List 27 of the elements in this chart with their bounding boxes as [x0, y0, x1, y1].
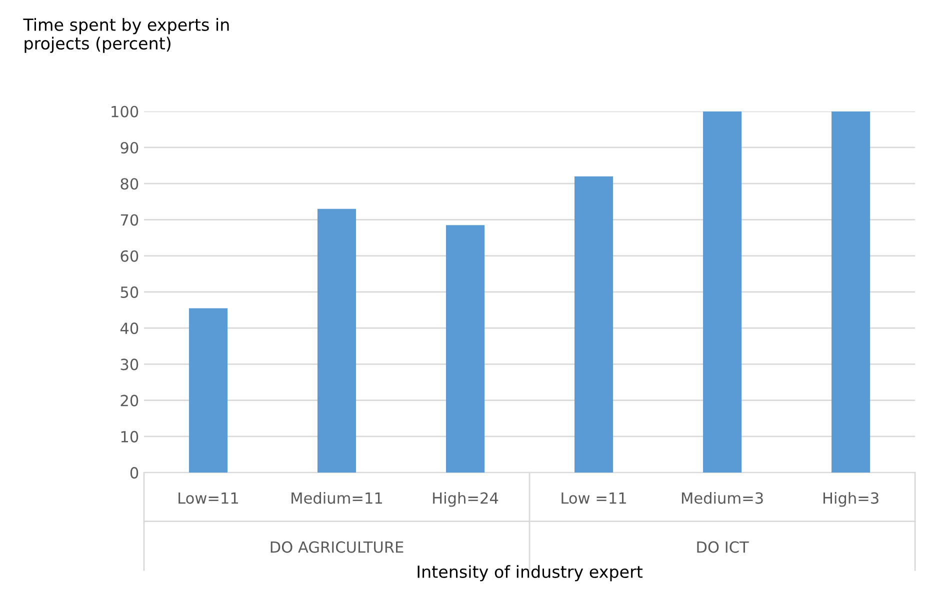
y-tick-label: 60 [120, 250, 138, 262]
x-tick-label: Medium=3 [682, 492, 763, 504]
y-tick-label: 100 [112, 106, 138, 118]
x-tick-label: High=24 [433, 492, 498, 507]
bar [446, 225, 485, 473]
chart-title: Time spent by experts in projects (percent) [23, 18, 229, 53]
bar [703, 111, 742, 473]
x-tick-label: Low=11 [178, 492, 238, 504]
y-tick-label: 40 [120, 322, 138, 334]
bar [574, 176, 614, 473]
y-tick-label: 70 [120, 214, 138, 226]
x-axis-title: Intensity of industry expert [418, 565, 643, 582]
y-tick-label: 30 [120, 358, 138, 370]
y-tick-label: 90 [120, 142, 138, 154]
text: DO AGRICULTURE [270, 541, 404, 553]
bar [832, 111, 870, 473]
x-tick-label: High=3 [823, 492, 878, 507]
bar [317, 208, 356, 473]
x-tick-label: Medium=11 [292, 492, 382, 504]
y-tick-label: 20 [120, 394, 138, 406]
y-tick-label: 10 [121, 430, 138, 442]
bar [188, 308, 228, 473]
y-tick-label: 50 [120, 286, 138, 298]
x-tick-label: Low =11 [562, 492, 626, 504]
y-tick-label: 0 [130, 467, 138, 479]
text: DO ICT [697, 541, 749, 553]
y-tick-label: 80 [120, 178, 138, 190]
